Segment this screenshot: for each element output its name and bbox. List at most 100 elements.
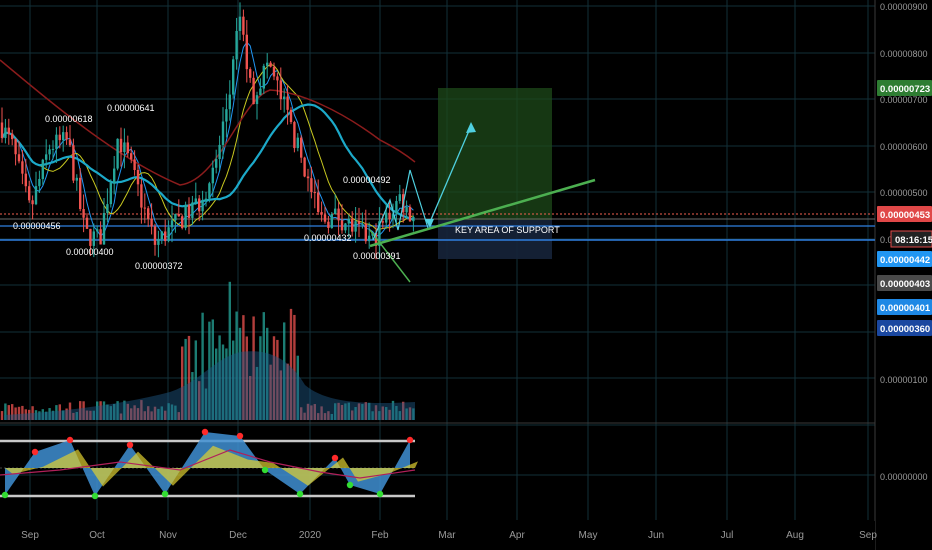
price-tick-label: 0.00000700 xyxy=(880,95,928,105)
candle-body xyxy=(354,221,357,232)
candle-body xyxy=(215,158,218,168)
volume-bar xyxy=(361,404,364,420)
volume-bar xyxy=(245,336,248,420)
price-tick-label: 0.00000500 xyxy=(880,188,928,198)
target-zone xyxy=(438,88,552,220)
candle-body xyxy=(14,139,17,155)
volume-bar xyxy=(140,400,143,420)
volume-bar xyxy=(123,400,126,420)
volume-bars xyxy=(0,281,415,420)
volume-bar xyxy=(235,311,238,420)
volume-bar xyxy=(371,411,374,420)
candle-body xyxy=(41,159,44,179)
arrow-head-down xyxy=(425,219,434,228)
volume-bar xyxy=(303,412,306,420)
volume-bar xyxy=(381,406,384,420)
volume-bar xyxy=(184,338,187,420)
candle-body xyxy=(157,239,160,245)
candle-body xyxy=(334,208,337,215)
osc-sell-dot xyxy=(406,436,414,444)
candle-body xyxy=(317,192,320,213)
volume-bar xyxy=(310,405,313,420)
candle-body xyxy=(303,157,306,177)
volume-bar xyxy=(106,404,109,420)
trendline-support xyxy=(369,178,596,248)
candle-body xyxy=(96,229,99,232)
candle-body xyxy=(45,154,48,160)
candle-body xyxy=(140,184,143,208)
candle-body xyxy=(347,218,350,224)
volume-bar xyxy=(55,405,58,420)
projection-path xyxy=(372,169,429,241)
volume-bar xyxy=(160,406,163,420)
candle-body xyxy=(238,16,242,31)
volume-bar xyxy=(279,370,282,420)
volume-bar xyxy=(24,409,27,420)
osc-buy-dot xyxy=(346,481,354,489)
volume-bar xyxy=(51,410,55,420)
volume-bar xyxy=(405,408,408,420)
volume-bar xyxy=(102,401,106,420)
moving-averages xyxy=(0,41,416,238)
candle-body xyxy=(289,109,293,123)
volume-bar xyxy=(266,327,269,420)
volume-bar xyxy=(323,413,327,420)
ma-slow xyxy=(1,103,414,221)
candle-body xyxy=(272,66,276,77)
volume-bar xyxy=(96,401,99,420)
volume-bar xyxy=(34,410,38,420)
candle-body xyxy=(123,142,126,153)
candle-body xyxy=(164,231,167,242)
candle-body xyxy=(412,216,415,222)
candle-body xyxy=(351,218,354,232)
candle-body xyxy=(17,154,21,162)
volume-bar xyxy=(21,405,24,420)
volume-bar xyxy=(38,411,41,420)
osc-yellow-wave xyxy=(5,445,418,487)
candle-body xyxy=(252,77,255,105)
candle-body xyxy=(408,206,412,222)
candle-body xyxy=(21,161,24,174)
candle-body xyxy=(279,80,282,100)
candle-body xyxy=(191,202,194,218)
candle-body xyxy=(211,167,214,184)
candle-body xyxy=(153,226,157,245)
candle-body xyxy=(364,223,367,242)
candle-body xyxy=(143,207,146,209)
volume-bar xyxy=(11,404,14,420)
volume-bar xyxy=(99,401,102,420)
volume-bar xyxy=(385,407,388,420)
candle-body xyxy=(28,186,31,201)
osc-sell-dot xyxy=(126,441,134,449)
candle-body xyxy=(228,94,231,110)
candle-body xyxy=(194,198,197,203)
candle-body xyxy=(65,132,68,140)
price-tick-label: 0.00000800 xyxy=(880,49,928,59)
volume-bar xyxy=(181,346,184,420)
volume-bar xyxy=(17,406,21,420)
ma-200 xyxy=(0,59,416,186)
volume-bar xyxy=(72,412,75,420)
candle-body xyxy=(323,214,327,222)
candle-body xyxy=(82,209,85,218)
volume-bar xyxy=(347,402,350,420)
candle-body xyxy=(130,153,133,160)
candle-body xyxy=(310,178,313,193)
candle-body xyxy=(198,198,201,212)
candle-body xyxy=(232,59,235,95)
candle-body xyxy=(368,235,371,242)
volume-bar xyxy=(272,336,276,420)
volume-bar xyxy=(119,413,123,420)
volume-bar xyxy=(45,411,48,420)
volume-bar xyxy=(187,335,191,420)
osc-sell-dot xyxy=(31,448,39,456)
volume-bar xyxy=(191,372,194,420)
candle-body xyxy=(300,137,303,158)
volume-bar xyxy=(238,327,242,420)
candle-body xyxy=(378,221,381,247)
candle-body xyxy=(374,232,378,247)
volume-bar xyxy=(293,314,296,420)
volume-bar xyxy=(283,322,286,420)
badge-level-1-bg xyxy=(877,251,932,267)
candle-body xyxy=(398,194,401,202)
